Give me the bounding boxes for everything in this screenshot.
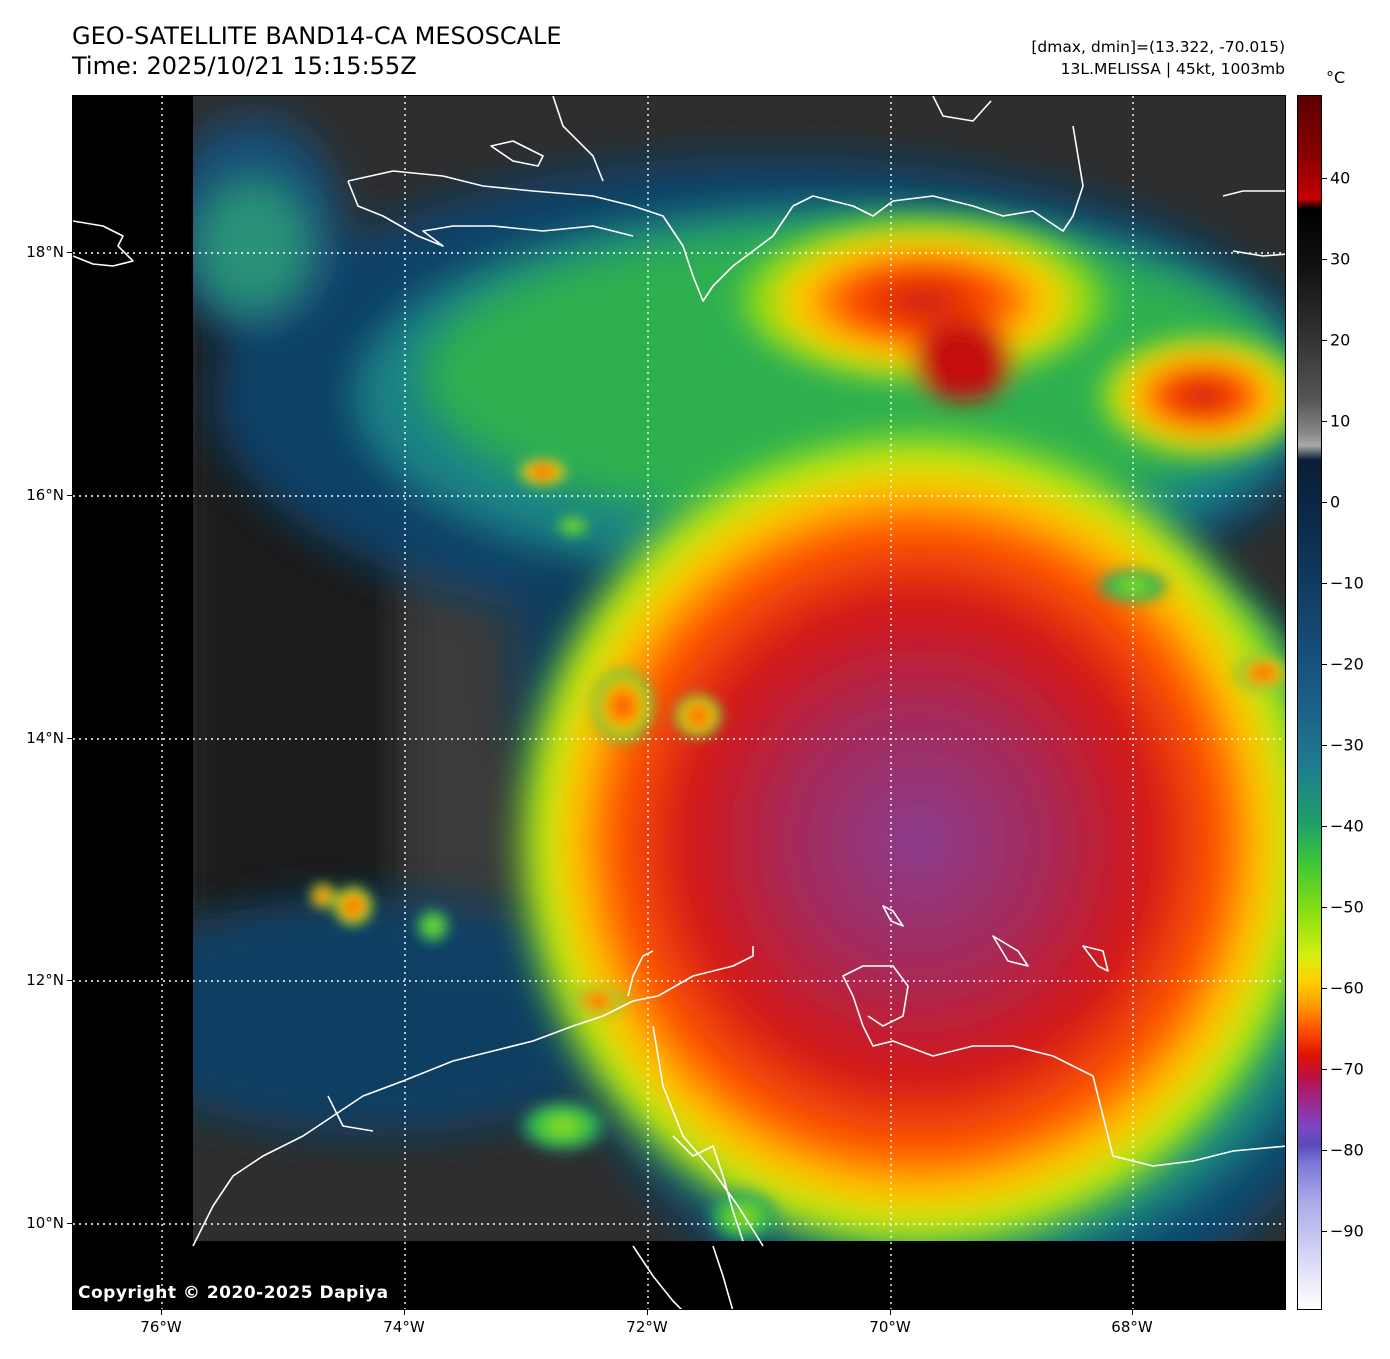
dmax-dmin-readout: [dmax, dmin]=(13.322, -70.015) (1031, 38, 1285, 56)
temperature-colorbar (1297, 95, 1322, 1310)
colorbar-tick (1322, 178, 1327, 179)
satellite-map[interactable]: Copyright © 2020-2025 Dapiya (72, 95, 1286, 1310)
lon-tick (1132, 1310, 1133, 1315)
copyright-text: Copyright © 2020-2025 Dapiya (78, 1283, 389, 1303)
colorbar-tick (1322, 259, 1327, 260)
lon-tick (890, 1310, 891, 1315)
chart-title: GEO-SATELLITE BAND14-CA MESOSCALE (72, 22, 562, 50)
lon-tick (161, 1310, 162, 1315)
timestamp: Time: 2025/10/21 15:15:55Z (72, 52, 417, 80)
lon-label-76w: 76°W (140, 1318, 182, 1336)
colorbar-tick (1322, 826, 1327, 827)
colorbar-tick (1322, 988, 1327, 989)
colorbar-tick (1322, 1069, 1327, 1070)
colorbar-tick (1322, 664, 1327, 665)
colorbar-tick-label: −90 (1330, 1221, 1364, 1241)
lat-tick (67, 495, 72, 496)
lat-label-12n: 12°N (26, 971, 64, 989)
lon-tick (404, 1310, 405, 1315)
colorbar-tick-label: −80 (1330, 1140, 1364, 1160)
colorbar-tick (1322, 421, 1327, 422)
colorbar-tick-label: 30 (1330, 249, 1351, 269)
lon-label-68w: 68°W (1111, 1318, 1153, 1336)
colorbar-tick (1322, 907, 1327, 908)
colorbar-unit: °C (1326, 68, 1346, 87)
colorbar-tick-label: 20 (1330, 330, 1351, 350)
satellite-imagery (73, 96, 1285, 1309)
lat-label-14n: 14°N (26, 729, 64, 747)
colorbar-tick-label: −20 (1330, 654, 1364, 674)
lat-label-10n: 10°N (26, 1214, 64, 1232)
storm-info: 13L.MELISSA | 45kt, 1003mb (1060, 60, 1285, 78)
colorbar-tick-label: −30 (1330, 735, 1364, 755)
colorbar-tick (1322, 502, 1327, 503)
colorbar-tick-label: 0 (1330, 492, 1341, 512)
colorbar-tick (1322, 1231, 1327, 1232)
colorbar-tick-label: −70 (1330, 1059, 1364, 1079)
colorbar-tick (1322, 340, 1327, 341)
colorbar-tick-label: 40 (1330, 168, 1351, 188)
lon-label-72w: 72°W (626, 1318, 668, 1336)
colorbar-tick (1322, 745, 1327, 746)
lat-tick (67, 738, 72, 739)
colorbar-tick-label: −10 (1330, 573, 1364, 593)
lat-tick (67, 1223, 72, 1224)
lon-label-70w: 70°W (869, 1318, 911, 1336)
colorbar-tick-label: −60 (1330, 978, 1364, 998)
lat-label-18n: 18°N (26, 243, 64, 261)
colorbar-tick (1322, 1150, 1327, 1151)
lat-tick (67, 980, 72, 981)
colorbar-tick-label: 10 (1330, 411, 1351, 431)
lon-label-74w: 74°W (383, 1318, 425, 1336)
lon-tick (647, 1310, 648, 1315)
lat-tick (67, 252, 72, 253)
lat-label-16n: 16°N (26, 486, 64, 504)
colorbar-tick-label: −50 (1330, 897, 1364, 917)
colorbar-tick-label: −40 (1330, 816, 1364, 836)
colorbar-tick (1322, 583, 1327, 584)
